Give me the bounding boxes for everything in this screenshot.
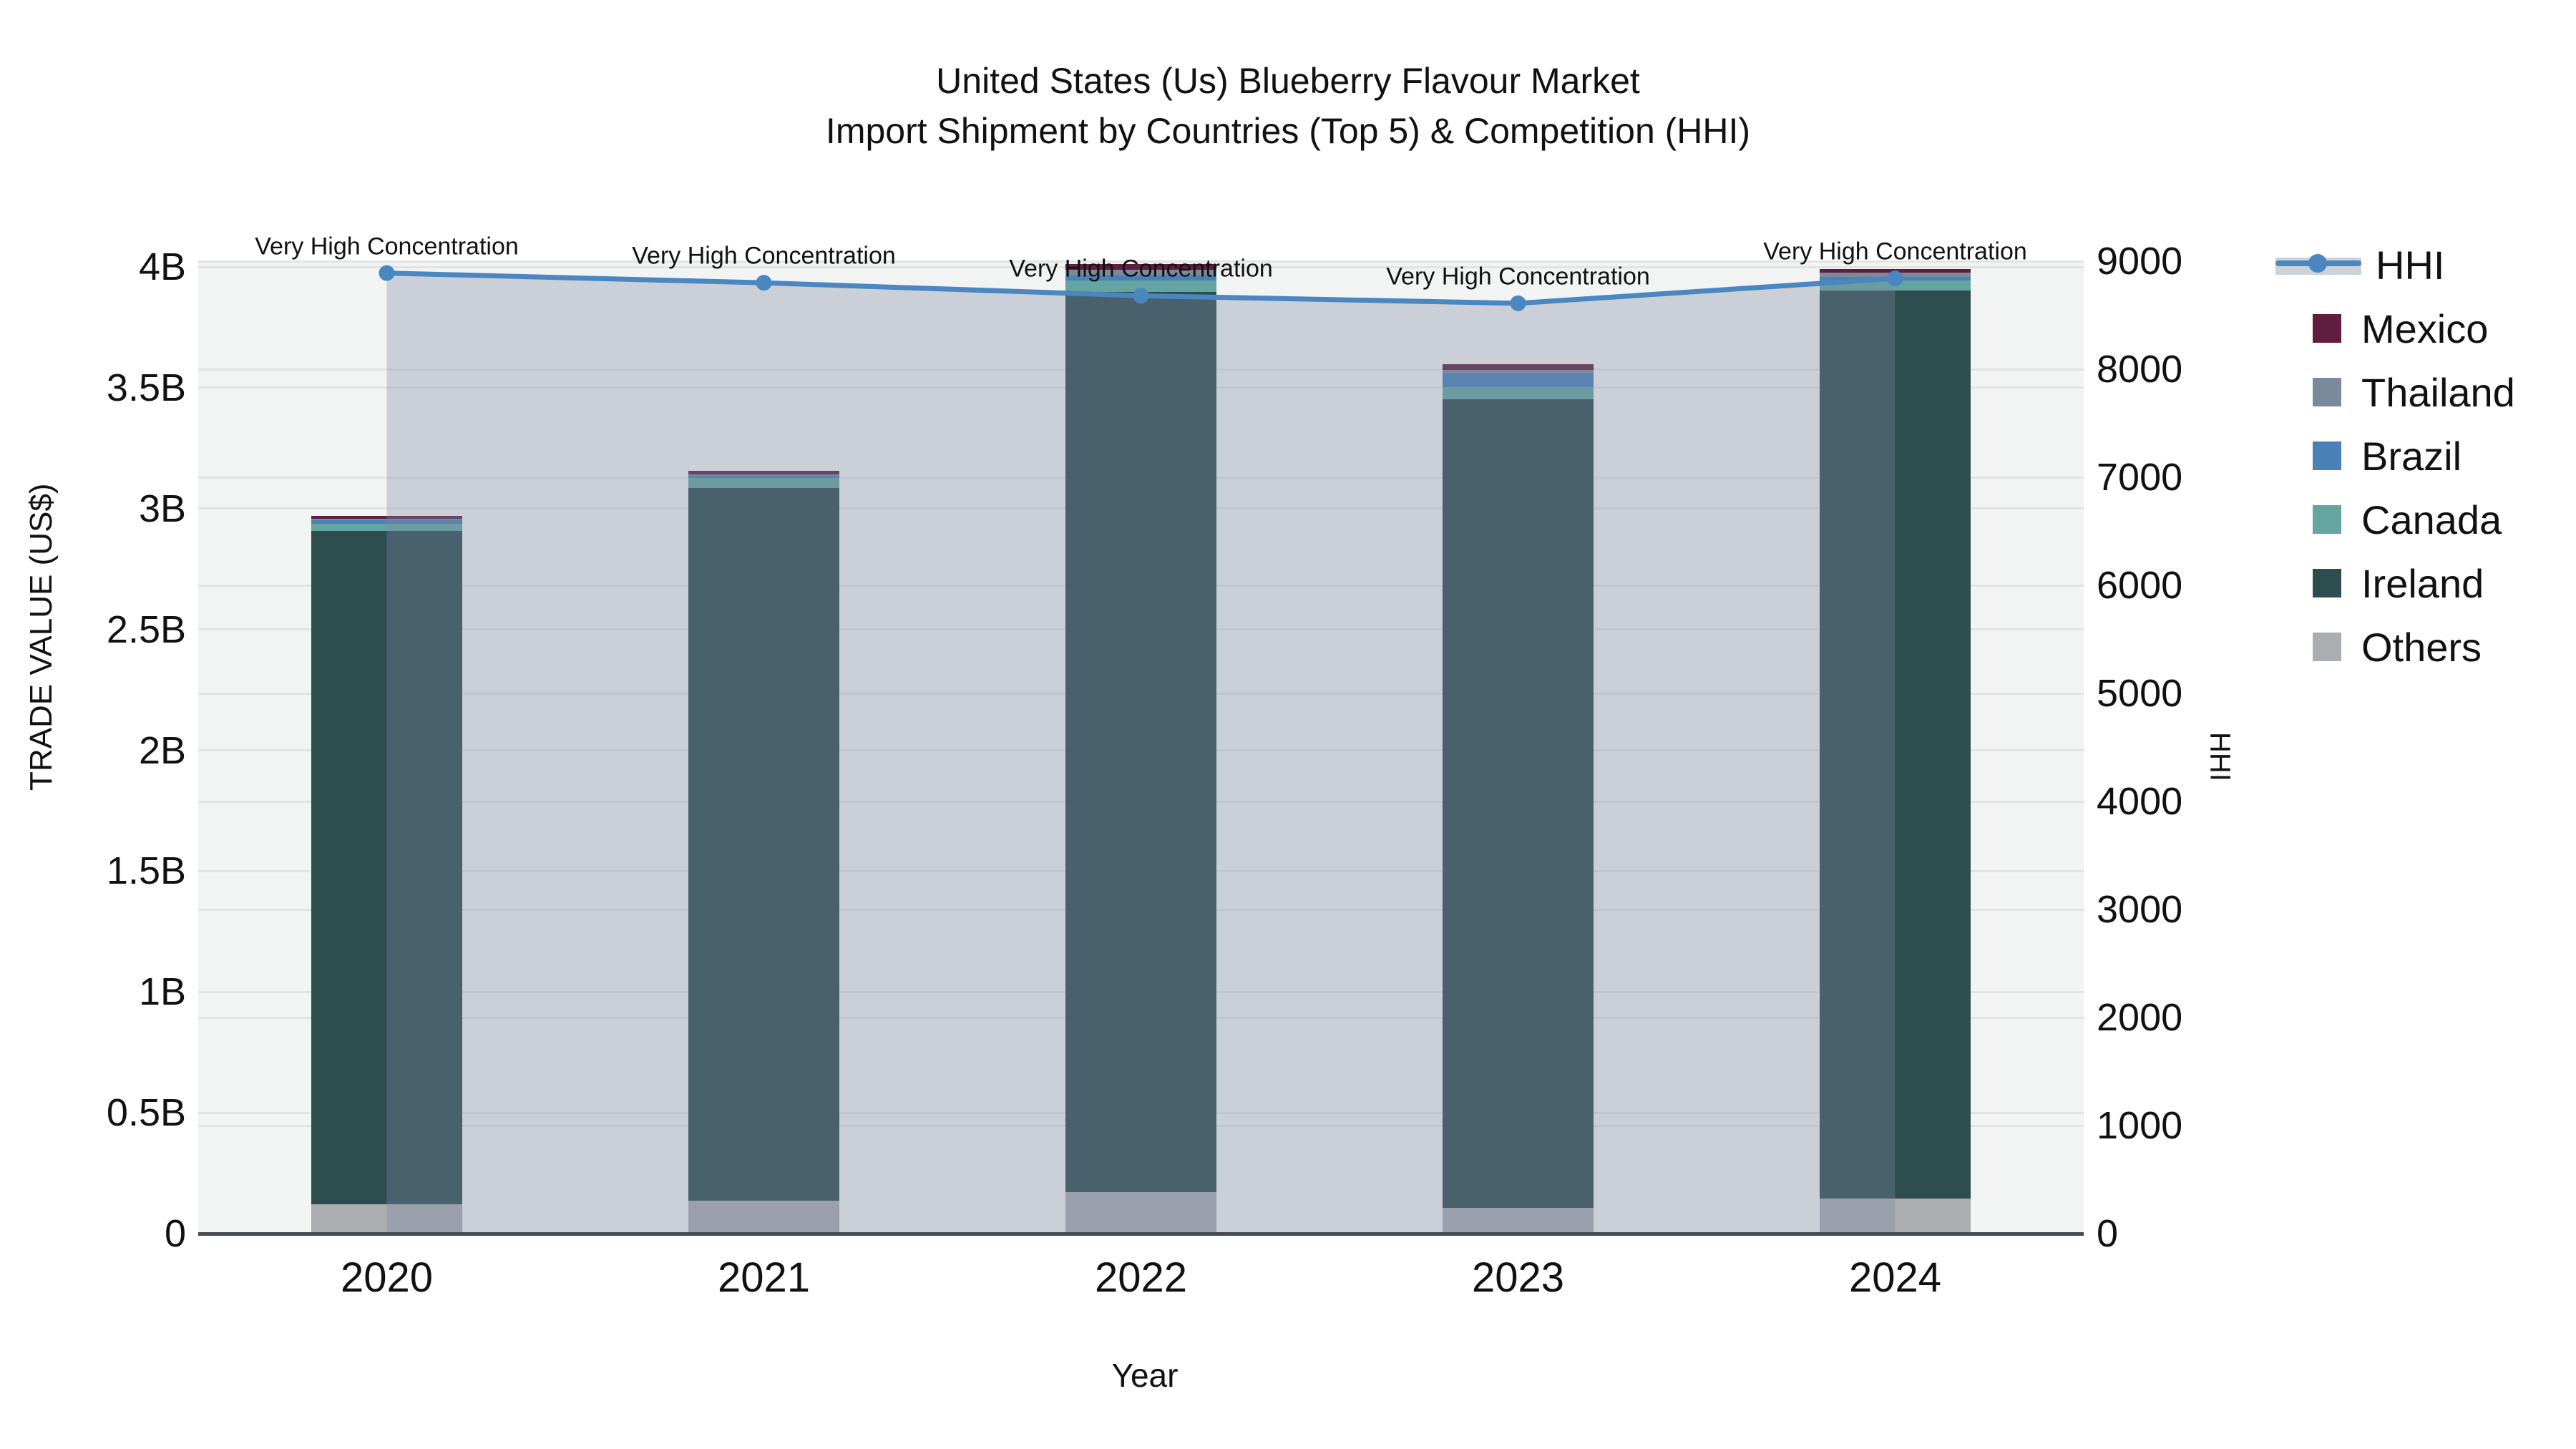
bar-segment-others-2022[interactable]: [1065, 1191, 1216, 1234]
y-tick-right-7000: 7000: [2097, 456, 2183, 499]
hhi-legend-glyph: [2275, 252, 2361, 278]
y-tick-left-0: 0: [164, 1212, 186, 1255]
bar-segment-brazil-2021[interactable]: [688, 475, 839, 478]
x-tick-2023: 2023: [1471, 1254, 1565, 1301]
bar-segment-mexico-2022[interactable]: [1065, 264, 1216, 270]
bar-segment-others-2020[interactable]: [311, 1204, 462, 1234]
y-tick-left-0.5B: 0.5B: [106, 1091, 186, 1135]
bar-segment-ireland-2021[interactable]: [688, 487, 839, 1201]
legend-label-ireland: Ireland: [2361, 560, 2484, 606]
legend-swatch-thailand: [2313, 378, 2341, 406]
y-tick-right-0: 0: [2097, 1212, 2119, 1255]
legend-swatch-ireland: [2313, 569, 2341, 597]
bar-segment-mexico-2023[interactable]: [1443, 364, 1594, 370]
bar-segment-canada-2020[interactable]: [311, 523, 462, 531]
bar-segment-thailand-2024[interactable]: [1820, 272, 1971, 278]
legend-item-hhi[interactable]: HHI: [2275, 242, 2444, 288]
chart-title-line2: Import Shipment by Countries (Top 5) & C…: [825, 111, 1751, 151]
y-tick-left-3B: 3B: [138, 487, 186, 530]
legend-label-canada: Canada: [2361, 497, 2502, 542]
legend-label-others: Others: [2361, 624, 2482, 670]
chart-title-line1: United States (Us) Blueberry Flavour Mar…: [936, 61, 1640, 101]
bar-segment-ireland-2024[interactable]: [1820, 290, 1971, 1199]
x-tick-2020: 2020: [340, 1254, 434, 1301]
plot-area: 2020 HHI: 88902021 HHI: 88002022 HHI: 86…: [198, 260, 2084, 1234]
y-axis-title-right: HHI: [2204, 732, 2236, 781]
y-tick-right-4000: 4000: [2097, 780, 2183, 823]
legend-item-thailand[interactable]: Thailand: [2275, 369, 2515, 415]
chart-title: United States (Us) Blueberry Flavour Mar…: [0, 56, 2576, 156]
x-tick-2022: 2022: [1094, 1254, 1188, 1301]
legend-label-mexico: Mexico: [2361, 306, 2489, 351]
y-tick-right-5000: 5000: [2097, 672, 2183, 715]
bar-segment-mexico-2020[interactable]: [311, 516, 462, 519]
y-tick-right-2000: 2000: [2097, 996, 2183, 1039]
gridline: [198, 260, 2084, 263]
y-tick-left-3.5B: 3.5B: [106, 366, 186, 409]
y-tick-right-1000: 1000: [2097, 1104, 2183, 1147]
y-tick-left-2.5B: 2.5B: [106, 608, 186, 651]
bar-segment-ireland-2022[interactable]: [1065, 292, 1216, 1192]
bar-segment-thailand-2023[interactable]: [1443, 369, 1594, 374]
legend-item-canada[interactable]: Canada: [2275, 497, 2502, 542]
legend-swatch-mexico: [2313, 314, 2341, 343]
bar-segment-others-2021[interactable]: [688, 1200, 839, 1234]
hhi-marker-2021[interactable]: 2021 HHI: 8800: [756, 275, 772, 291]
bar-segment-canada-2023[interactable]: [1443, 387, 1594, 399]
bar-segment-ireland-2023[interactable]: [1443, 399, 1594, 1208]
y-tick-right-8000: 8000: [2097, 348, 2183, 391]
y-tick-left-2B: 2B: [138, 728, 186, 772]
legend-label-thailand: Thailand: [2361, 369, 2515, 415]
legend-swatch-canada: [2313, 505, 2341, 534]
x-axis-line: [198, 1232, 2084, 1236]
legend-item-mexico[interactable]: Mexico: [2275, 306, 2488, 351]
x-tick-2024: 2024: [1848, 1254, 1942, 1301]
annotation-2023: Very High Concentration: [1386, 263, 1650, 291]
legend-swatch-others: [2313, 633, 2341, 661]
bar-segment-mexico-2024[interactable]: [1820, 268, 1971, 273]
annotation-2020: Very High Concentration: [255, 233, 519, 260]
bar-segment-others-2024[interactable]: [1820, 1198, 1971, 1234]
bar-segment-others-2023[interactable]: [1443, 1207, 1594, 1234]
legend-label-hhi: HHI: [2376, 242, 2445, 288]
hhi-legend-marker: [2308, 254, 2327, 273]
bar-segment-thailand-2021[interactable]: [688, 474, 839, 476]
bar-segment-ireland-2020[interactable]: [311, 530, 462, 1204]
y-tick-right-3000: 3000: [2097, 888, 2183, 931]
bar-segment-mexico-2021[interactable]: [688, 471, 839, 475]
y-tick-right-9000: 9000: [2097, 240, 2183, 283]
bar-segment-canada-2024[interactable]: [1820, 280, 1971, 291]
bar-segment-brazil-2023[interactable]: [1443, 373, 1594, 388]
legend-swatch-brazil: [2313, 441, 2341, 470]
annotation-2024: Very High Concentration: [1763, 238, 2027, 265]
hhi-marker-2023[interactable]: 2023 HHI: 8610: [1510, 295, 1526, 311]
y-tick-left-4B: 4B: [138, 245, 186, 289]
legend-item-others[interactable]: Others: [2275, 624, 2482, 670]
legend-item-brazil[interactable]: Brazil: [2275, 433, 2462, 479]
bar-segment-brazil-2020[interactable]: [311, 519, 462, 524]
annotation-2021: Very High Concentration: [632, 242, 896, 270]
y-tick-left-1B: 1B: [138, 970, 186, 1014]
bar-segment-brazil-2024[interactable]: [1820, 277, 1971, 281]
annotation-2022: Very High Concentration: [1009, 255, 1273, 283]
bar-segment-canada-2021[interactable]: [688, 477, 839, 488]
legend-label-brazil: Brazil: [2361, 433, 2462, 479]
x-tick-2021: 2021: [717, 1254, 811, 1301]
y-tick-left-1.5B: 1.5B: [106, 849, 186, 893]
legend-item-ireland[interactable]: Ireland: [2275, 560, 2484, 606]
x-axis-title: Year: [1111, 1357, 1179, 1394]
y-tick-right-6000: 6000: [2097, 564, 2183, 607]
